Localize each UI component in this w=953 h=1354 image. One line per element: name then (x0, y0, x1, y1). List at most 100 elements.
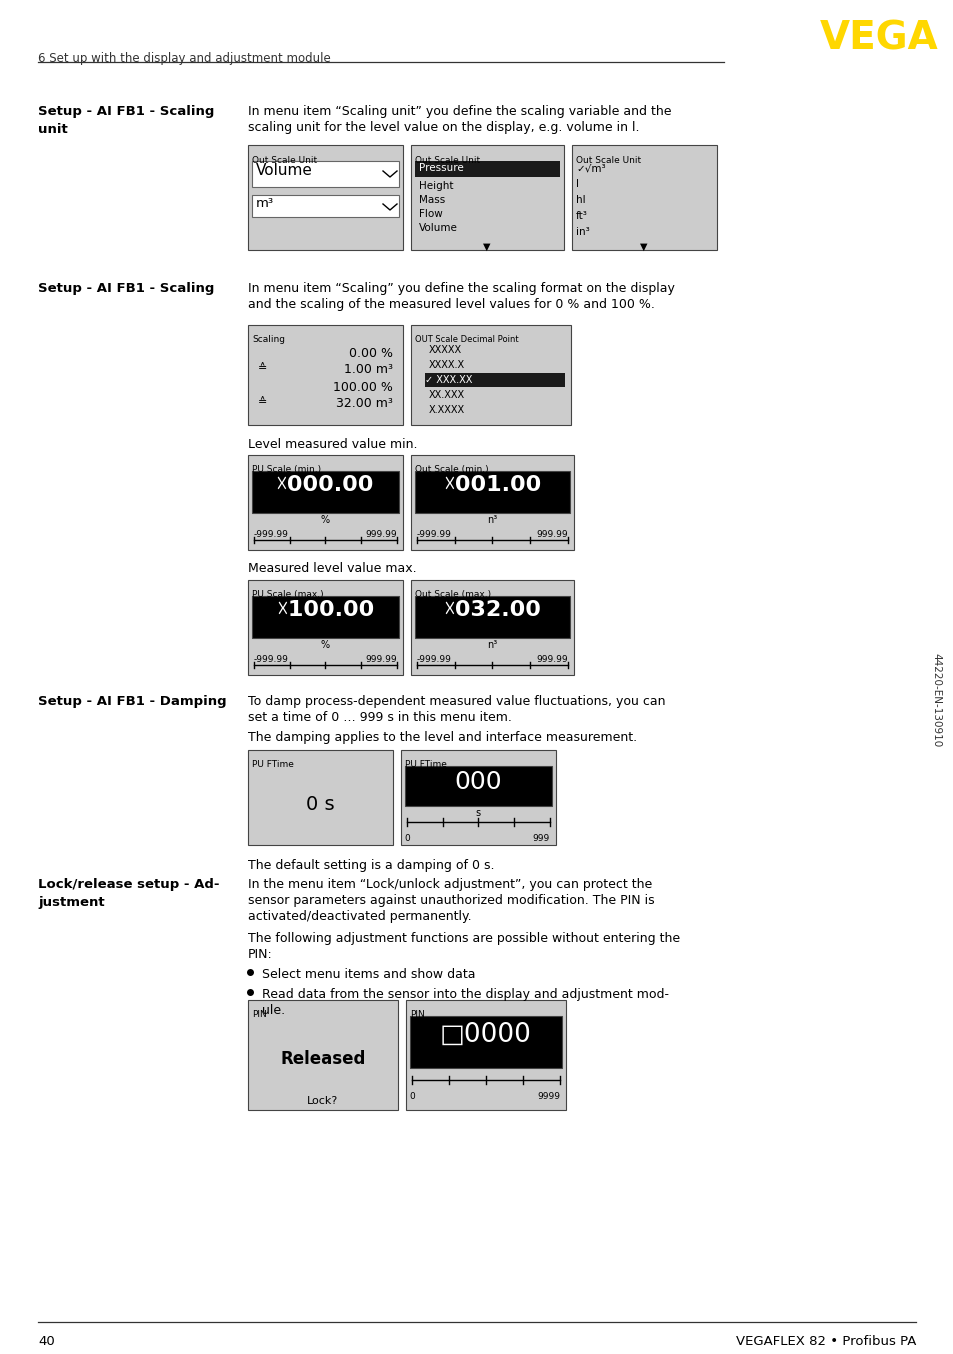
Text: PU FTime: PU FTime (405, 760, 446, 769)
Text: -999.99: -999.99 (253, 529, 289, 539)
Text: 999.99: 999.99 (365, 529, 396, 539)
Text: 44220-EN-130910: 44220-EN-130910 (930, 653, 940, 747)
Bar (415, 161, 559, 177)
Text: Out Scale Unit: Out Scale Unit (576, 156, 640, 165)
Bar (252, 596, 398, 638)
Text: The damping applies to the level and interface measurement.: The damping applies to the level and int… (248, 731, 637, 743)
Text: ≙: ≙ (257, 363, 267, 372)
Text: ☓100.00: ☓100.00 (275, 600, 374, 620)
Bar (252, 161, 398, 187)
Text: Setup - AI FB1 - Scaling: Setup - AI FB1 - Scaling (38, 106, 214, 118)
Text: justment: justment (38, 896, 105, 909)
Text: ☓000.00: ☓000.00 (275, 475, 374, 496)
Bar (248, 145, 402, 250)
Text: 6 Set up with the display and adjustment module: 6 Set up with the display and adjustment… (38, 51, 331, 65)
Text: and the scaling of the measured level values for 0 % and 100 %.: and the scaling of the measured level va… (248, 298, 654, 311)
Text: Volume: Volume (255, 162, 313, 177)
Text: VEGA: VEGA (820, 20, 938, 58)
Text: Level measured value min.: Level measured value min. (248, 437, 417, 451)
Text: Read data from the sensor into the display and adjustment mod-: Read data from the sensor into the displ… (262, 988, 668, 1001)
Bar (411, 455, 574, 550)
Bar (248, 1001, 397, 1110)
Text: 999.99: 999.99 (365, 655, 396, 663)
Text: 1.00 m³: 1.00 m³ (344, 363, 393, 376)
Text: Height: Height (418, 181, 453, 191)
Text: 40: 40 (38, 1335, 54, 1349)
Bar (406, 1001, 565, 1110)
Text: Setup - AI FB1 - Damping: Setup - AI FB1 - Damping (38, 695, 227, 708)
Text: -999.99: -999.99 (253, 655, 289, 663)
Text: ✓ XXX.XX: ✓ XXX.XX (424, 375, 472, 385)
Text: Released: Released (280, 1049, 365, 1068)
Text: ▼: ▼ (483, 242, 490, 252)
Text: 0: 0 (404, 834, 410, 844)
Text: -999.99: -999.99 (416, 529, 452, 539)
Text: Out Scale (max.): Out Scale (max.) (415, 590, 491, 598)
Text: 9999: 9999 (537, 1091, 559, 1101)
Text: activated/deactivated permanently.: activated/deactivated permanently. (248, 910, 471, 923)
Bar (248, 750, 393, 845)
Bar (411, 145, 563, 250)
Bar (411, 580, 574, 676)
Text: XX.XXX: XX.XXX (429, 390, 465, 399)
Text: 999.99: 999.99 (536, 655, 567, 663)
Text: hl: hl (576, 195, 585, 204)
Text: □0000: □0000 (439, 1022, 532, 1048)
Text: 999: 999 (532, 834, 550, 844)
Text: ▼: ▼ (639, 242, 647, 252)
Text: The following adjustment functions are possible without entering the: The following adjustment functions are p… (248, 932, 679, 945)
Text: Flow: Flow (418, 209, 442, 219)
Text: In menu item “Scaling” you define the scaling format on the display: In menu item “Scaling” you define the sc… (248, 282, 674, 295)
Text: ☓001.00: ☓001.00 (442, 475, 540, 496)
Text: Select menu items and show data: Select menu items and show data (262, 968, 475, 982)
Text: PU FTime: PU FTime (252, 760, 294, 769)
Text: 999.99: 999.99 (536, 529, 567, 539)
Text: The default setting is a damping of 0 s.: The default setting is a damping of 0 s. (248, 858, 494, 872)
Text: To damp process-dependent measured value fluctuations, you can: To damp process-dependent measured value… (248, 695, 665, 708)
Text: Mass: Mass (418, 195, 445, 204)
Text: l: l (576, 179, 578, 190)
Text: ☓032.00: ☓032.00 (442, 600, 540, 620)
Text: Lock?: Lock? (307, 1095, 338, 1106)
Text: XXXXX: XXXXX (429, 345, 461, 355)
Bar (248, 580, 402, 676)
Text: Pressure: Pressure (418, 162, 463, 173)
Text: PU Scale (max.): PU Scale (max.) (252, 590, 323, 598)
Text: ≙: ≙ (257, 397, 267, 408)
Bar (248, 325, 402, 425)
Text: in³: in³ (576, 227, 589, 237)
Text: PIN: PIN (252, 1010, 267, 1020)
Text: Scaling: Scaling (252, 334, 285, 344)
Text: Lock/release setup - Ad-: Lock/release setup - Ad- (38, 877, 219, 891)
Text: OUT Scale Decimal Point: OUT Scale Decimal Point (415, 334, 518, 344)
Text: In the menu item “Lock/unlock adjustment”, you can protect the: In the menu item “Lock/unlock adjustment… (248, 877, 652, 891)
Text: VEGAFLEX 82 • Profibus PA: VEGAFLEX 82 • Profibus PA (735, 1335, 915, 1349)
Bar (405, 766, 552, 806)
Bar (252, 471, 398, 513)
Text: Measured level value max.: Measured level value max. (248, 562, 416, 575)
Text: unit: unit (38, 123, 68, 135)
Text: Out Scale Unit: Out Scale Unit (415, 156, 479, 165)
Bar (410, 1016, 561, 1068)
Text: ✓√m³: ✓√m³ (576, 162, 605, 173)
Bar (248, 455, 402, 550)
Text: s: s (475, 808, 480, 818)
Text: In menu item “Scaling unit” you define the scaling variable and the: In menu item “Scaling unit” you define t… (248, 106, 671, 118)
Text: n³: n³ (486, 515, 497, 525)
Text: %: % (320, 515, 329, 525)
Text: PIN:: PIN: (248, 948, 273, 961)
Text: -999.99: -999.99 (416, 655, 452, 663)
Text: n³: n³ (486, 640, 497, 650)
Text: XXXX.X: XXXX.X (429, 360, 465, 370)
Bar (411, 325, 571, 425)
Bar (252, 195, 398, 217)
Text: ft³: ft³ (576, 211, 587, 221)
Text: X.XXXX: X.XXXX (429, 405, 465, 414)
Text: 100.00 %: 100.00 % (333, 380, 393, 394)
Bar (424, 372, 564, 387)
Text: set a time of 0 … 999 s in this menu item.: set a time of 0 … 999 s in this menu ite… (248, 711, 512, 724)
Text: sensor parameters against unauthorized modification. The PIN is: sensor parameters against unauthorized m… (248, 894, 654, 907)
Text: PIN: PIN (410, 1010, 424, 1020)
Text: ule.: ule. (262, 1005, 285, 1017)
Text: 000: 000 (454, 770, 501, 793)
